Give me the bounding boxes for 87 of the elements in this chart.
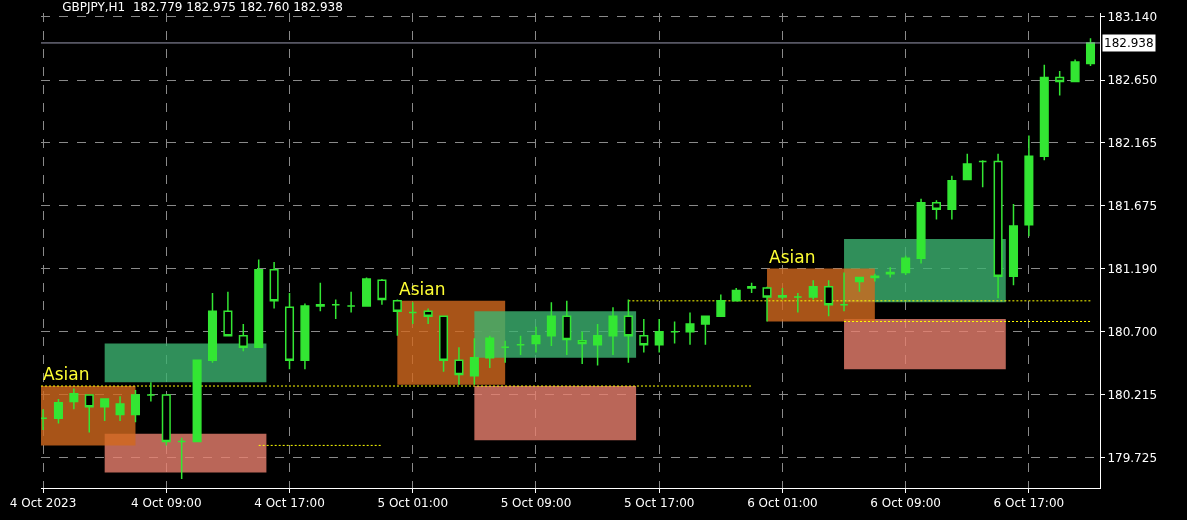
candlestick	[808, 279, 818, 301]
candlestick	[993, 152, 1003, 300]
candlestick	[315, 282, 325, 312]
candlestick	[377, 278, 387, 306]
candlestick	[593, 323, 603, 367]
candlestick	[1024, 134, 1034, 238]
candlestick	[962, 152, 972, 181]
candlestick	[223, 291, 233, 337]
candlestick	[854, 276, 864, 293]
candlestick	[207, 292, 218, 364]
x-tick-label: 4 Oct 2023	[9, 496, 77, 511]
candlestick	[762, 285, 772, 323]
candlestick	[654, 318, 664, 354]
y-tick-label: 182.650	[1107, 73, 1158, 88]
x-tick-label: 6 Oct 09:00	[870, 496, 941, 511]
candlestick	[777, 287, 787, 301]
candlestick	[146, 381, 156, 403]
candlestick	[916, 198, 926, 265]
candlestick	[238, 323, 248, 352]
x-tick-label: 5 Oct 09:00	[500, 496, 572, 511]
candlestick	[284, 292, 295, 370]
y-tick-label: 180.700	[1107, 325, 1158, 340]
candlestick	[254, 258, 264, 349]
x-tick-label: 4 Oct 09:00	[130, 496, 202, 511]
candlestick	[1008, 203, 1019, 287]
y-tick-label: 183.140	[1107, 10, 1158, 25]
candlestick	[978, 159, 988, 188]
candlestick	[839, 271, 849, 312]
candlestick	[500, 340, 510, 364]
ref-line-label: 182.938	[1104, 36, 1154, 50]
candlestick	[177, 436, 187, 480]
candlestick	[562, 300, 572, 356]
candlestick	[608, 306, 618, 356]
chart-title: GBPJPY,H1 182.779 182.975 182.760 182.938	[62, 0, 343, 14]
candlestick	[516, 334, 526, 356]
candlestick	[331, 298, 341, 320]
x-tick-label: 6 Oct 17:00	[993, 496, 1065, 511]
candlestick	[115, 395, 125, 422]
candlestick	[469, 337, 479, 386]
candlestick	[192, 359, 202, 443]
candlestick	[623, 298, 633, 364]
x-tick-label: 5 Oct 17:00	[623, 496, 695, 511]
candlestick	[716, 293, 726, 318]
candlestick	[670, 320, 680, 345]
candlestick	[269, 261, 279, 310]
candlestick	[300, 302, 310, 370]
candlestick	[69, 387, 79, 411]
candlestick	[161, 394, 171, 447]
candlestick	[824, 279, 834, 318]
candlestick	[439, 315, 449, 373]
candlestick	[731, 287, 741, 302]
annotation: Asian	[43, 364, 90, 384]
candlestick	[747, 282, 757, 294]
candlestick	[408, 301, 418, 325]
candlestick	[947, 174, 957, 221]
candlestick	[130, 389, 140, 423]
candlestick	[53, 398, 63, 425]
candlestick	[346, 291, 356, 314]
x-tick-label: 6 Oct 01:00	[747, 496, 818, 511]
annotation: Asian	[769, 247, 816, 267]
candlestick	[454, 346, 464, 386]
y-tick-label: 181.190	[1107, 261, 1158, 276]
candlestick	[546, 301, 556, 347]
candlestick	[931, 199, 941, 221]
candlestick	[793, 292, 803, 314]
candlestick	[1055, 70, 1065, 97]
candlestick	[485, 334, 495, 369]
candlestick	[685, 311, 695, 346]
candlestick	[362, 276, 372, 307]
candlestick	[392, 298, 402, 337]
candlestick	[423, 307, 433, 325]
y-tick-label: 179.725	[1107, 450, 1158, 465]
candlestick	[901, 254, 911, 276]
candlestick	[577, 331, 587, 365]
x-tick-label: 5 Oct 01:00	[377, 496, 449, 511]
candlestick	[1070, 58, 1080, 83]
candlestick	[531, 325, 541, 354]
y-tick-label: 180.215	[1107, 387, 1158, 402]
y-tick-label: 182.165	[1107, 135, 1158, 150]
y-tick-label: 181.675	[1107, 199, 1158, 214]
candlestick	[84, 394, 94, 434]
x-tick-label: 4 Oct 17:00	[254, 496, 325, 511]
annotation: Asian	[399, 279, 446, 299]
candlestick	[100, 398, 110, 422]
candlestick	[700, 315, 710, 346]
candlestick	[639, 318, 649, 354]
candlestick	[1039, 63, 1049, 161]
